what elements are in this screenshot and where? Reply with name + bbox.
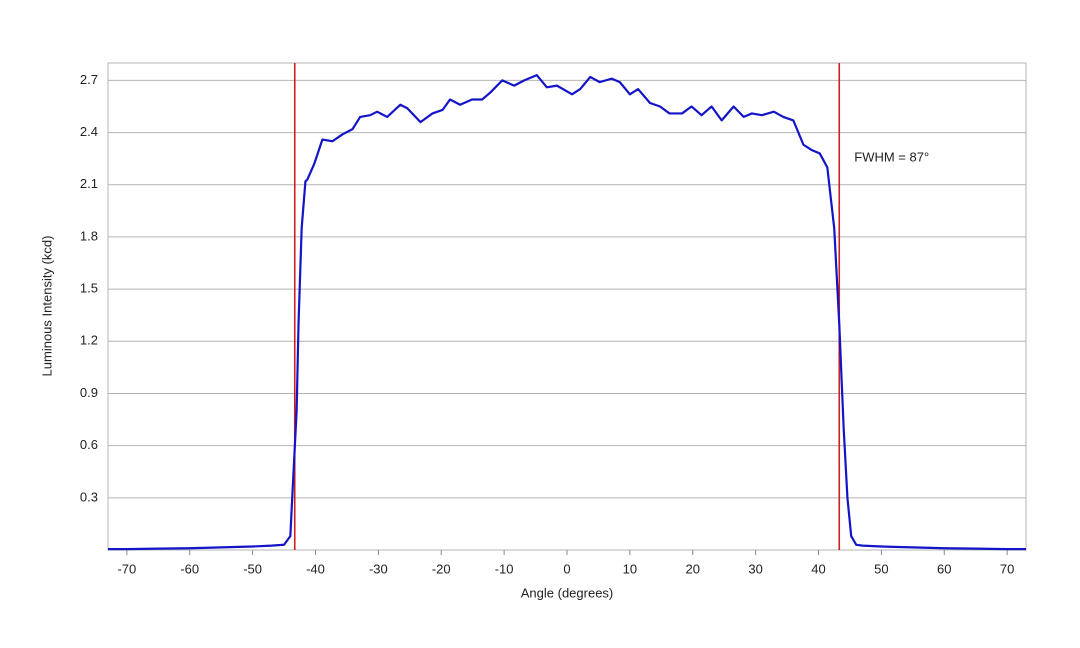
y-tick-label: 0.3 — [80, 489, 98, 504]
y-tick-label: 2.1 — [80, 176, 98, 191]
x-tick-label: 60 — [937, 561, 951, 576]
x-tick-label: 50 — [874, 561, 888, 576]
x-tick-label: 70 — [1000, 561, 1014, 576]
plot-frame — [107, 62, 1027, 551]
y-tick-label: 1.2 — [80, 333, 98, 348]
y-tick-label: 1.5 — [80, 281, 98, 296]
y-tick-label: 1.8 — [80, 228, 98, 243]
x-tick-label: -30 — [369, 561, 388, 576]
x-tick-label: -40 — [306, 561, 325, 576]
x-tick-label: -20 — [432, 561, 451, 576]
x-tick-label: 40 — [811, 561, 825, 576]
x-tick-label: 20 — [686, 561, 700, 576]
x-tick-label: -10 — [495, 561, 514, 576]
y-tick-label: 0.6 — [80, 437, 98, 452]
y-tick-label: 0.9 — [80, 385, 98, 400]
x-axis-label: Angle (degrees) — [521, 585, 614, 600]
x-tick-label: 30 — [748, 561, 762, 576]
x-tick-label: -70 — [117, 561, 136, 576]
x-tick-label: -60 — [180, 561, 199, 576]
x-tick-label: 0 — [563, 561, 570, 576]
x-tick-label: 10 — [623, 561, 637, 576]
y-tick-label: 2.4 — [80, 124, 98, 139]
y-axis-label: Luminous Intensity (kcd) — [39, 236, 54, 377]
x-tick-label: -50 — [243, 561, 262, 576]
y-tick-label: 2.7 — [80, 72, 98, 87]
data-line — [108, 74, 1026, 551]
annotation: FWHM = 87° — [854, 149, 929, 164]
